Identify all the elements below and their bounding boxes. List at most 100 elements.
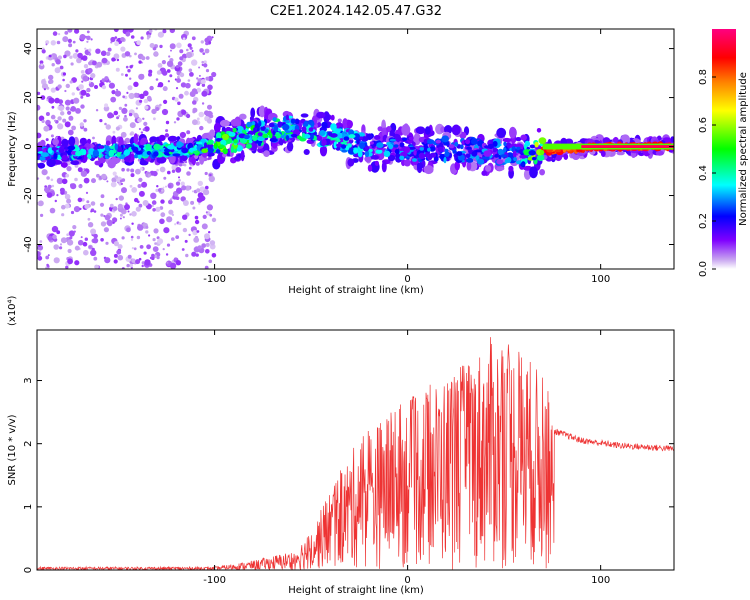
noise-speck bbox=[180, 196, 186, 202]
noise-speck bbox=[130, 168, 135, 173]
halo-blob bbox=[377, 126, 383, 132]
noise-speck bbox=[157, 82, 164, 88]
noise-speck bbox=[99, 80, 102, 83]
noise-speck bbox=[167, 80, 170, 83]
noise-speck bbox=[49, 207, 56, 214]
noise-speck bbox=[128, 112, 133, 117]
colorbar-tick-label: 0.8 bbox=[698, 69, 709, 85]
noise-speck bbox=[166, 261, 169, 264]
noise-speck bbox=[160, 199, 165, 204]
noise-speck bbox=[80, 70, 85, 74]
ridge-blob bbox=[452, 150, 457, 154]
noise-speck bbox=[203, 197, 206, 200]
ridge-blob bbox=[419, 147, 424, 151]
ridge-blob bbox=[257, 142, 262, 147]
noise-speck bbox=[46, 192, 53, 198]
noise-speck bbox=[165, 129, 169, 133]
noise-speck bbox=[178, 179, 181, 182]
noise-speck bbox=[79, 122, 85, 127]
noise-speck bbox=[186, 171, 191, 176]
noise-speck bbox=[133, 92, 139, 98]
noise-speck bbox=[149, 85, 154, 91]
noise-speck bbox=[129, 65, 133, 69]
ridge-blob bbox=[319, 130, 326, 136]
noise-speck bbox=[111, 57, 116, 62]
ridge-blob bbox=[427, 147, 431, 152]
halo-blob bbox=[158, 134, 166, 141]
noise-speck bbox=[80, 89, 87, 96]
noise-speck bbox=[69, 55, 73, 59]
noise-speck bbox=[94, 264, 99, 269]
noise-speck bbox=[113, 110, 119, 116]
noise-speck bbox=[178, 176, 180, 179]
noise-speck bbox=[79, 207, 82, 211]
noise-speck bbox=[111, 90, 116, 95]
halo-blob bbox=[440, 126, 446, 133]
noise-speck bbox=[50, 134, 54, 138]
ridge-blob bbox=[167, 145, 175, 150]
ridge-blob bbox=[513, 157, 517, 162]
noise-speck bbox=[152, 238, 156, 242]
noise-speck bbox=[204, 37, 210, 43]
noise-speck bbox=[38, 115, 45, 122]
noise-speck bbox=[86, 200, 90, 204]
noise-speck bbox=[121, 236, 125, 240]
ridge-blob bbox=[483, 150, 492, 157]
noise-speck bbox=[113, 53, 120, 60]
ridge-blob bbox=[116, 153, 121, 157]
noise-speck bbox=[156, 256, 160, 260]
noise-speck bbox=[182, 227, 188, 233]
ridge-blob bbox=[290, 118, 296, 124]
noise-speck bbox=[81, 80, 84, 83]
ridge-blob bbox=[423, 138, 428, 145]
noise-speck bbox=[174, 223, 177, 226]
noise-speck bbox=[144, 126, 150, 132]
halo-blob bbox=[502, 137, 512, 143]
noise-speck bbox=[189, 46, 193, 50]
noise-speck bbox=[206, 118, 213, 124]
noise-speck bbox=[77, 239, 84, 246]
noise-speck bbox=[186, 48, 189, 52]
halo-blob bbox=[381, 161, 387, 173]
halo-blob bbox=[616, 151, 625, 156]
noise-speck bbox=[143, 98, 149, 104]
noise-speck bbox=[152, 46, 157, 51]
noise-speck bbox=[157, 238, 164, 245]
noise-speck bbox=[50, 178, 54, 182]
halo-blob bbox=[423, 165, 434, 175]
noise-speck bbox=[188, 166, 192, 170]
ridge-blob bbox=[383, 150, 391, 158]
noise-speck bbox=[156, 236, 160, 240]
noise-speck bbox=[58, 105, 65, 111]
ridge-blob bbox=[294, 118, 300, 125]
noise-speck bbox=[138, 60, 142, 64]
ridge-blob bbox=[437, 146, 444, 153]
noise-speck bbox=[180, 181, 185, 186]
noise-speck bbox=[84, 47, 87, 50]
noise-speck bbox=[69, 236, 73, 240]
halo-blob bbox=[346, 120, 353, 128]
noise-speck bbox=[177, 61, 183, 67]
noise-speck bbox=[80, 104, 85, 109]
noise-speck bbox=[47, 184, 52, 189]
halo-blob bbox=[250, 107, 256, 119]
noise-speck bbox=[106, 219, 113, 226]
noise-speck bbox=[163, 176, 167, 180]
noise-speck bbox=[131, 222, 134, 225]
noise-speck bbox=[155, 78, 159, 81]
noise-speck bbox=[47, 235, 53, 241]
noise-speck bbox=[83, 63, 89, 69]
ridge-blob bbox=[512, 150, 517, 158]
noise-speck bbox=[46, 263, 49, 267]
noise-speck bbox=[85, 93, 90, 97]
noise-speck bbox=[135, 168, 141, 175]
ridge-blob bbox=[260, 125, 266, 131]
ridge-blob bbox=[519, 154, 527, 159]
ridge-blob bbox=[172, 153, 181, 157]
noise-speck bbox=[62, 78, 65, 82]
noise-speck bbox=[167, 170, 171, 175]
noise-speck bbox=[59, 246, 63, 250]
noise-speck bbox=[191, 50, 194, 52]
halo-blob bbox=[303, 149, 310, 155]
noise-speck bbox=[96, 173, 100, 178]
